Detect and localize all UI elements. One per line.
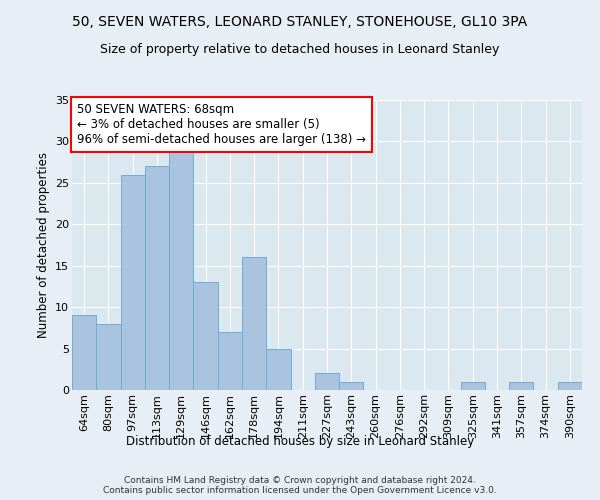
Bar — [169, 150, 193, 390]
Bar — [461, 382, 485, 390]
Bar — [339, 382, 364, 390]
Text: Size of property relative to detached houses in Leonard Stanley: Size of property relative to detached ho… — [100, 42, 500, 56]
Bar — [509, 382, 533, 390]
Bar — [558, 382, 582, 390]
Bar — [145, 166, 169, 390]
Text: 50, SEVEN WATERS, LEONARD STANLEY, STONEHOUSE, GL10 3PA: 50, SEVEN WATERS, LEONARD STANLEY, STONE… — [73, 15, 527, 29]
Bar — [315, 374, 339, 390]
Text: 50 SEVEN WATERS: 68sqm
← 3% of detached houses are smaller (5)
96% of semi-detac: 50 SEVEN WATERS: 68sqm ← 3% of detached … — [77, 103, 366, 146]
Bar — [266, 348, 290, 390]
Y-axis label: Number of detached properties: Number of detached properties — [37, 152, 50, 338]
Bar — [242, 258, 266, 390]
Bar — [72, 316, 96, 390]
Bar — [218, 332, 242, 390]
Bar — [121, 174, 145, 390]
Bar — [96, 324, 121, 390]
Bar — [193, 282, 218, 390]
Text: Distribution of detached houses by size in Leonard Stanley: Distribution of detached houses by size … — [126, 435, 474, 448]
Text: Contains HM Land Registry data © Crown copyright and database right 2024.
Contai: Contains HM Land Registry data © Crown c… — [103, 476, 497, 495]
